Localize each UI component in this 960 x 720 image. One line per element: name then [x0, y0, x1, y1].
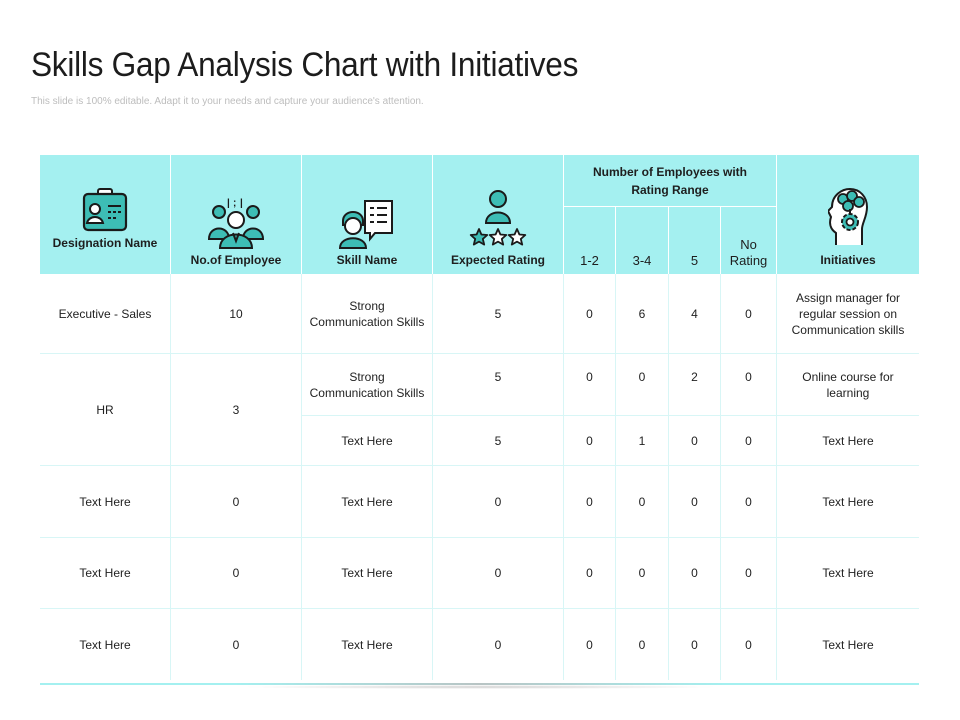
skills-gap-table: Designation Name | ; | No.of Employee: [40, 155, 919, 680]
row-1-expected: 5: [433, 274, 564, 354]
header-no-rating: No Rating: [721, 207, 777, 274]
header-employees: | ; | No.of Employee: [171, 155, 302, 274]
row-6-initiative: Text Here: [822, 637, 874, 652]
header-range-3-4: 3-4: [616, 207, 669, 274]
row-1-no-rating: 0: [721, 274, 777, 354]
row-3-initiative: Text Here: [777, 416, 919, 466]
row-2-skill: Strong Communication Skills: [302, 354, 433, 416]
row-4-r5: 0: [669, 466, 721, 538]
table-bottom-border: [40, 683, 919, 685]
header-initiatives-label: Initiatives: [820, 253, 876, 267]
row-6-no-rating: 0: [721, 609, 777, 680]
row-3-no-rating: 0: [721, 416, 777, 466]
row-5-no-rating: 0: [721, 538, 777, 609]
row-5-skill: Text Here: [302, 538, 433, 609]
row-3-r34: 1: [616, 416, 669, 466]
row-6-expected: 0: [433, 609, 564, 680]
header-expected-label: Expected Rating: [450, 253, 546, 267]
row-1-skill: Strong Communication Skills: [302, 274, 433, 354]
row-1-designation: Executive - Sales: [40, 274, 171, 354]
row-6-r5: 0: [669, 609, 721, 680]
header-range-1-2-label: 1-2: [580, 253, 599, 268]
row-4-skill: Text Here: [302, 466, 433, 538]
row-2-expected: 5: [433, 354, 564, 416]
row-2-initiative: Online course for learning: [777, 354, 919, 416]
row-4-no-rating: 0: [721, 466, 777, 538]
row-6-r12: 0: [564, 609, 616, 680]
row-1-employees: 10: [171, 274, 302, 354]
skill-chat-icon: [339, 200, 393, 249]
header-range-5-label: 5: [690, 253, 699, 268]
row-1-r5: 4: [669, 274, 721, 354]
svg-text:|: |: [227, 198, 230, 209]
row-5-initiative: Text Here: [777, 538, 919, 609]
idea-head-icon: [828, 187, 868, 245]
id-badge-icon: [82, 188, 128, 232]
svg-text:|: |: [240, 198, 243, 209]
header-rating-range-label: Number of Employees with Rating Range: [592, 164, 748, 197]
row-4-r12: 0: [564, 466, 616, 538]
row-4-designation: Text Here: [40, 466, 171, 538]
row-3-expected: 5: [433, 416, 564, 466]
header-designation-label: Designation Name: [52, 236, 158, 250]
row-5-expected: 0: [433, 538, 564, 609]
row-4-r34: 0: [616, 466, 669, 538]
row-3-r12: 0: [564, 416, 616, 466]
header-range-3-4-label: 3-4: [632, 253, 652, 268]
row-2-employees: 3: [171, 354, 302, 466]
row-3-skill: Text Here: [302, 416, 433, 466]
row-2-r12: 0: [564, 354, 616, 416]
header-expected: Expected Rating: [433, 155, 564, 274]
row-2-designation: HR: [40, 354, 171, 466]
row-5-employees: 0: [171, 538, 302, 609]
row-2-r34: 0: [616, 354, 669, 416]
row-6-employees: 0: [171, 609, 302, 680]
row-6-r34: 0: [616, 609, 669, 680]
row-2-r5: 2: [669, 354, 721, 416]
header-no-rating-label: No Rating: [729, 237, 768, 268]
header-employees-label: No.of Employee: [190, 253, 282, 267]
row-5-r5: 0: [669, 538, 721, 609]
row-6-skill: Text Here: [302, 609, 433, 680]
row-5-designation: Text Here: [40, 538, 171, 609]
header-range-1-2: 1-2: [564, 207, 616, 274]
page-subtitle: This slide is 100% editable. Adapt it to…: [31, 96, 424, 107]
row-1-initiative: Assign manager for regular session on Co…: [777, 274, 919, 354]
row-5-r12: 0: [564, 538, 616, 609]
row-6-designation: Text Here: [40, 609, 171, 680]
page-title: Skills Gap Analysis Chart with Initiativ…: [31, 46, 579, 84]
row-2-no-rating: 0: [721, 354, 777, 416]
team-icon: | ; |: [208, 198, 264, 249]
row-4-employees: 0: [171, 466, 302, 538]
header-designation: Designation Name: [40, 155, 171, 274]
header-rating-range-group: Number of Employees with Rating Range: [564, 155, 777, 207]
row-1-r34: 6: [616, 274, 669, 354]
header-skill-label: Skill Name: [336, 253, 398, 267]
header-skill: Skill Name: [302, 155, 433, 274]
svg-text:;: ;: [233, 198, 236, 209]
header-range-5: 5: [669, 207, 721, 274]
table-shadow: [240, 685, 720, 689]
row-1-r12: 0: [564, 274, 616, 354]
header-initiatives: Initiatives: [777, 155, 919, 274]
row-5-r34: 0: [616, 538, 669, 609]
row-3-r5: 0: [669, 416, 721, 466]
row-4-initiative: Text Here: [777, 466, 919, 538]
row-4-expected: 0: [433, 466, 564, 538]
rating-stars-icon: [469, 190, 527, 246]
